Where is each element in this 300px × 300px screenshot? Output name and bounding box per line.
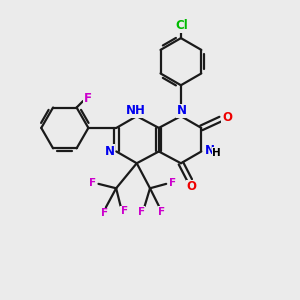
Text: NH: NH xyxy=(126,104,146,117)
Text: F: F xyxy=(89,178,96,188)
Text: F: F xyxy=(101,208,108,218)
Text: H: H xyxy=(212,148,221,158)
Text: N: N xyxy=(205,144,215,158)
Text: F: F xyxy=(121,206,128,216)
Text: O: O xyxy=(186,180,196,193)
Text: F: F xyxy=(138,207,145,217)
Text: F: F xyxy=(158,207,165,217)
Text: N: N xyxy=(105,145,115,158)
Text: F: F xyxy=(169,178,176,188)
Text: O: O xyxy=(222,111,232,124)
Text: N: N xyxy=(176,104,187,117)
Text: Cl: Cl xyxy=(175,19,188,32)
Text: F: F xyxy=(84,92,92,105)
